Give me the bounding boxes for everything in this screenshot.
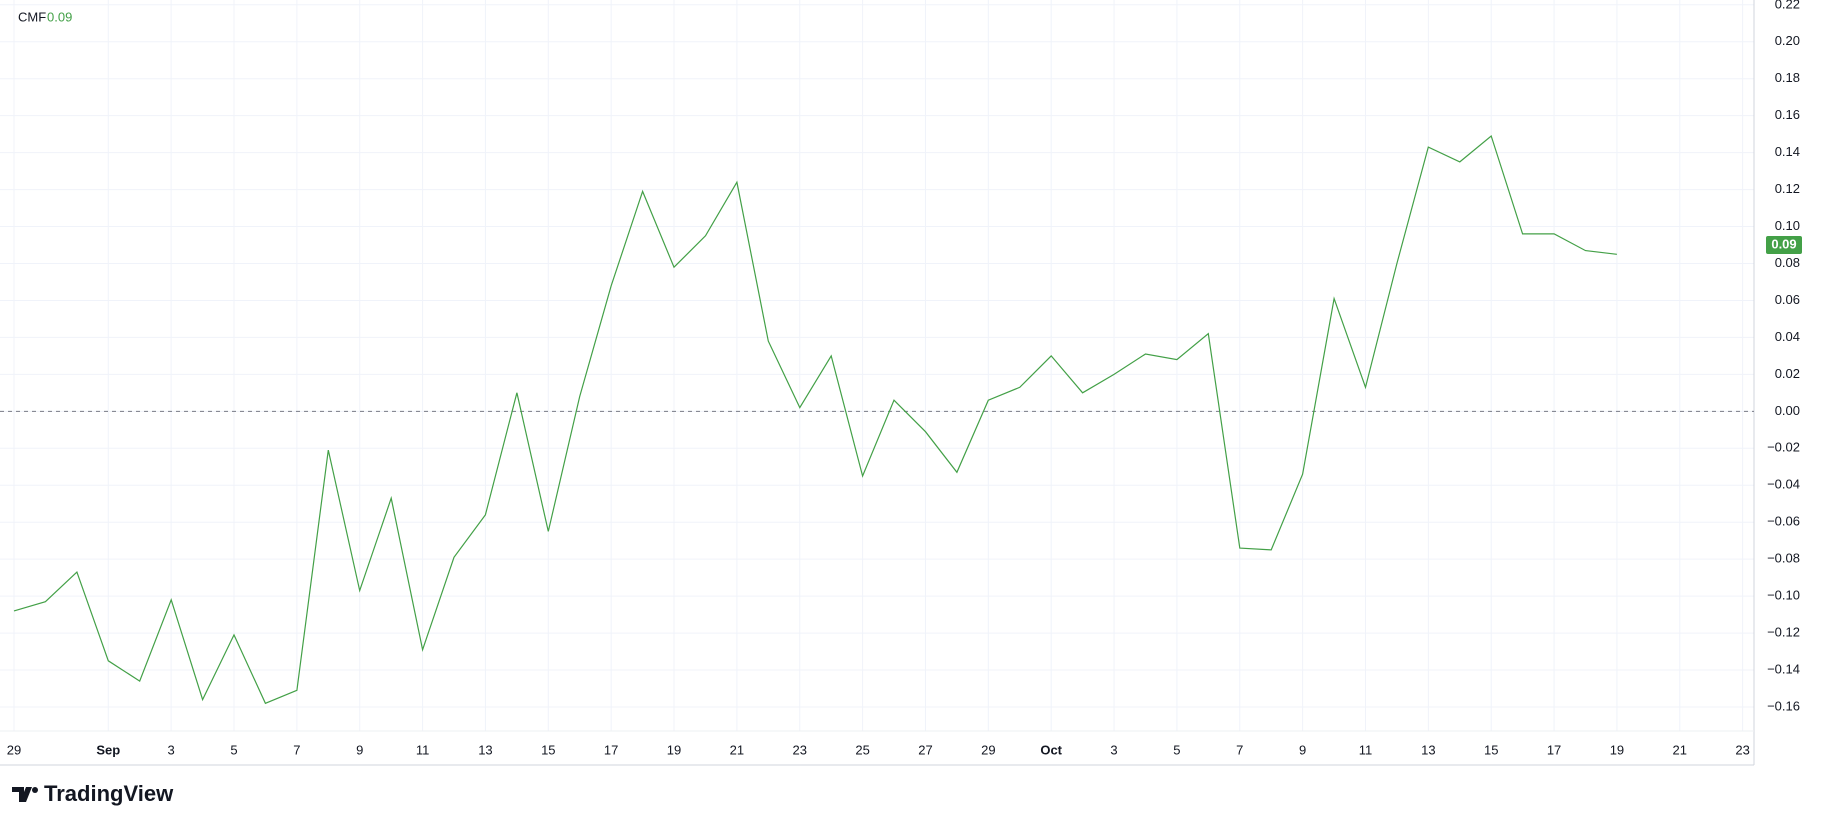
- y-tick-label: −0.04: [1767, 477, 1800, 492]
- y-tick-label: −0.08: [1767, 551, 1800, 566]
- x-tick-label: 3: [168, 742, 175, 757]
- y-tick-label: 0.18: [1775, 70, 1800, 85]
- x-tick-label: 13: [478, 742, 492, 757]
- x-tick-label: 29: [7, 742, 21, 757]
- logo: [12, 787, 37, 802]
- plot: −0.16 −0.14 −0.12 −0.10 −0.08 −0.06 −0.04 −0.02…: [0, 0, 1802, 757]
- x-tick-label: 23: [1735, 742, 1749, 757]
- x-tick-label: 9: [356, 742, 363, 757]
- x-tick-label: 21: [1673, 742, 1687, 757]
- y-tick-label: −0.14: [1767, 661, 1800, 676]
- x-tick-label: 17: [604, 742, 618, 757]
- x-tick-label: Oct: [1040, 742, 1062, 757]
- cmf-line: [13, 134, 1617, 705]
- x-tick-label: 11: [416, 742, 430, 757]
- y-tick-label: 0.08: [1775, 255, 1800, 270]
- y-tick-label: −0.06: [1767, 514, 1800, 529]
- y-tick-label: −0.02: [1767, 440, 1800, 455]
- x-tick-label: 19: [1610, 742, 1624, 757]
- x-tick-label: 19: [667, 742, 681, 757]
- y-tick-label: 0.02: [1775, 366, 1800, 381]
- y-tick-label: −0.10: [1767, 588, 1800, 603]
- y-tick-label: 0.12: [1775, 181, 1800, 196]
- x-tick-label: 9: [1299, 742, 1306, 757]
- x-tick-label: 17: [1547, 742, 1561, 757]
- y-tick-label: 0.16: [1775, 107, 1800, 122]
- y-tick-label: 0.10: [1775, 218, 1800, 233]
- y-tick-label: 0.00: [1775, 403, 1800, 418]
- indicator-name: CMF: [18, 9, 46, 24]
- y-tick-label: −0.12: [1767, 625, 1800, 640]
- x-tick-label: 21: [730, 742, 744, 757]
- x-tick-label: 15: [1484, 742, 1498, 757]
- y-tick-label: 0.06: [1775, 292, 1800, 307]
- x-tick-label: 25: [855, 742, 869, 757]
- x-tick-label: 27: [918, 742, 932, 757]
- x-tick-label: 7: [1236, 742, 1243, 757]
- y-tick-label: 0.20: [1775, 33, 1800, 48]
- logo-dot: [32, 787, 38, 793]
- y-tick-label: 0.22: [1775, 0, 1800, 11]
- value-badge-label: 0.09: [1771, 236, 1796, 251]
- x-tick-label: 29: [981, 742, 995, 757]
- x-tick-label: 23: [793, 742, 807, 757]
- value-badge: [1766, 236, 1802, 255]
- x-tick-label: 15: [541, 742, 555, 757]
- x-tick-label: 7: [293, 742, 300, 757]
- x-tick-label: 3: [1110, 742, 1117, 757]
- x-tick-label: Sep: [96, 742, 120, 757]
- branding: TradingView: [12, 781, 174, 806]
- x-tick-label: 5: [230, 742, 237, 757]
- x-tick-label: 5: [1173, 742, 1180, 757]
- y-tick-label: 0.04: [1775, 329, 1800, 344]
- y-tick-label: 0.14: [1775, 144, 1800, 159]
- x-tick-label: 11: [1359, 742, 1373, 757]
- y-tick-label: −0.16: [1767, 698, 1800, 713]
- brand-name: TradingView: [44, 781, 174, 806]
- x-tick-label: 13: [1421, 742, 1435, 757]
- legend-value: 0.09: [47, 9, 72, 24]
